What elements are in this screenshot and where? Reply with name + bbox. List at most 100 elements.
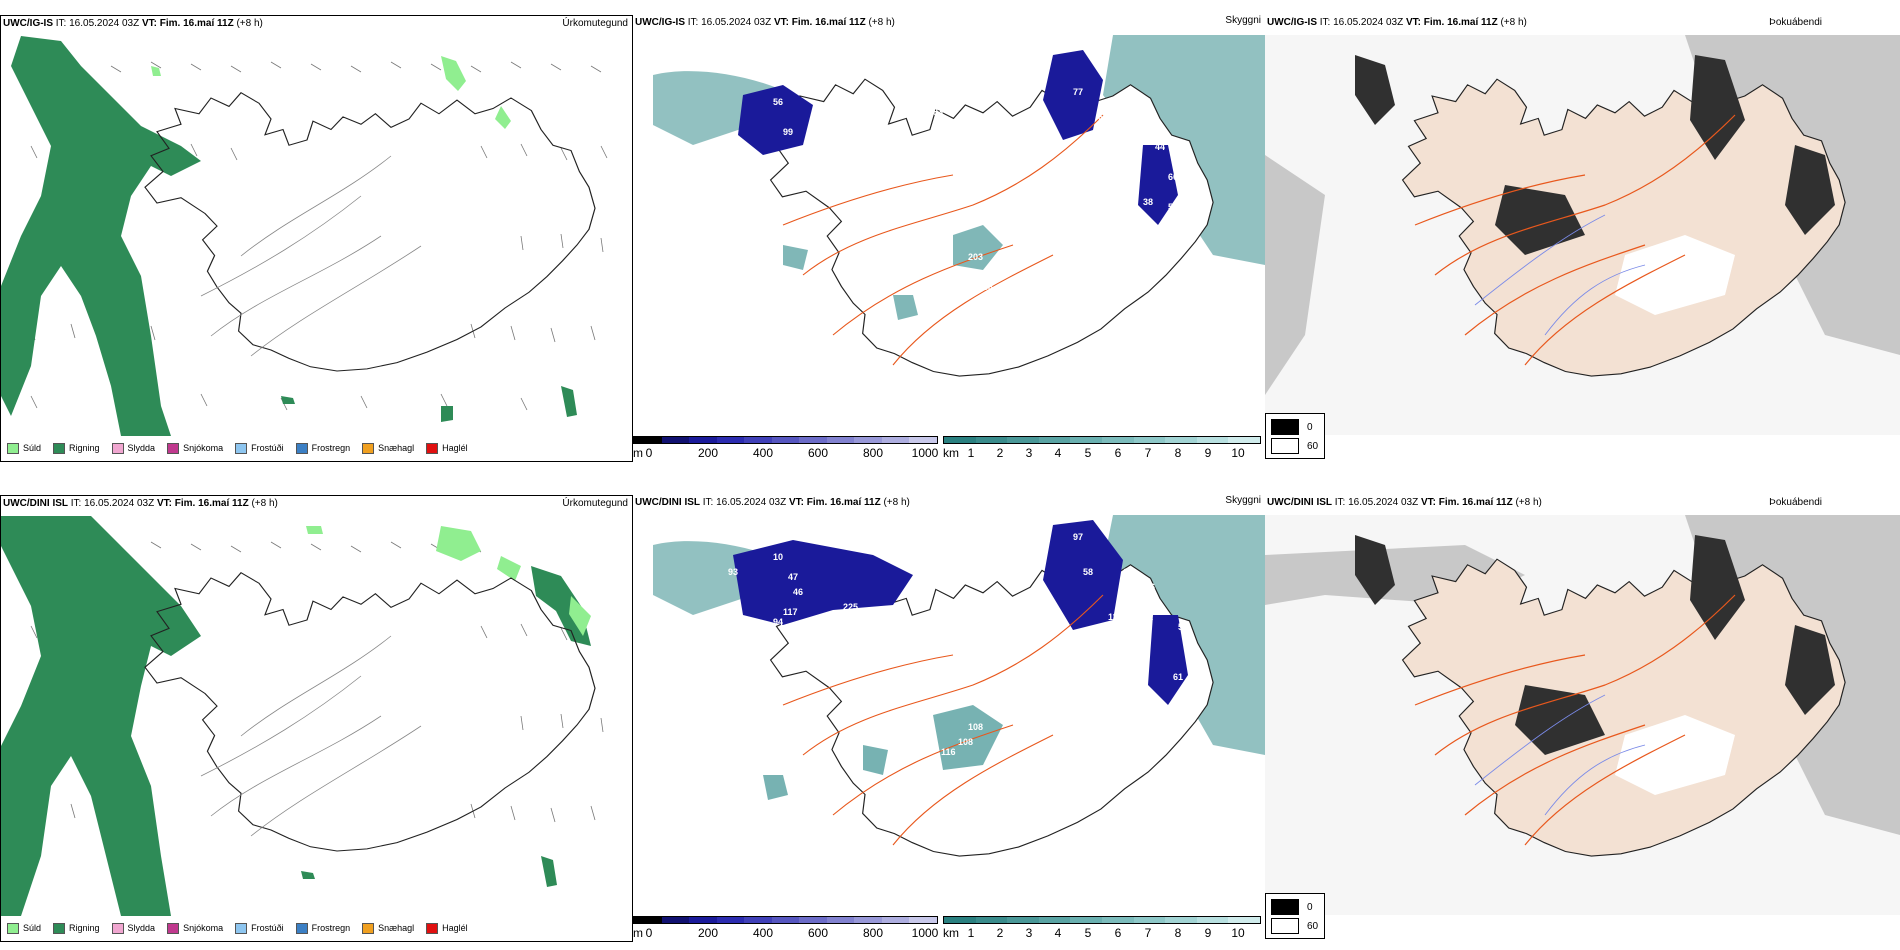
svg-text:53: 53 [1178, 622, 1188, 632]
precip-title-row1: Úrkomutegund [562, 18, 628, 29]
svg-text:110: 110 [1108, 612, 1123, 622]
fog-legend-row1: 0 60 [1265, 413, 1325, 459]
cloud-panel-row1: UWC/IG-IS IT: 16.05.2024 03Z VT: Fim. 16… [633, 15, 1265, 462]
legend-item: Súld [7, 922, 41, 934]
cloud-header-row1: UWC/IG-IS IT: 16.05.2024 03Z VT: Fim. 16… [635, 17, 895, 28]
fog-header-row2: UWC/DINI ISL IT: 16.05.2024 03Z VT: Fim.… [1267, 497, 1542, 508]
svg-text:44: 44 [1151, 602, 1161, 612]
svg-text:60: 60 [1168, 172, 1178, 182]
cloud-title-row1: Skyggni [1225, 15, 1261, 26]
svg-text:97: 97 [1073, 532, 1083, 542]
legend-item: Snæhagl [362, 442, 414, 454]
cloud-labels-row2: 97 10 47 46 93 225 109 10 49 56 94 117 5… [723, 532, 1188, 897]
svg-text:46: 46 [793, 587, 803, 597]
svg-text:227: 227 [1018, 727, 1033, 737]
rain-area-west [1, 36, 201, 436]
precip-panel-row2: UWC/DINI ISL IT: 16.05.2024 03Z VT: Fim.… [0, 495, 633, 942]
svg-text:50: 50 [1168, 202, 1178, 212]
svg-text:99: 99 [773, 157, 783, 167]
svg-text:96: 96 [803, 357, 813, 367]
legend-item: Frostregn [295, 442, 350, 454]
svg-text:166: 166 [983, 687, 998, 697]
fog-title-row1: Þokuábendi [1769, 17, 1822, 28]
svg-text:49: 49 [723, 637, 733, 647]
svg-text:47: 47 [788, 572, 798, 582]
svg-text:63: 63 [1123, 567, 1133, 577]
svg-text:145: 145 [1103, 152, 1118, 162]
fog-panel-row2: UWC/DINI ISL IT: 16.05.2024 03Z VT: Fim.… [1265, 495, 1900, 942]
svg-text:55: 55 [1128, 122, 1138, 132]
svg-text:77: 77 [1073, 87, 1083, 97]
fog-title-row2: Þokuábendi [1769, 497, 1822, 508]
visibility-scale-row2: km 1 2 3 4 5 6 7 8 9 10 [943, 916, 1265, 942]
legend-item: Slydda [111, 922, 155, 934]
legend-item: Snæhagl [362, 922, 414, 934]
cloud-title-row2: Skyggni [1225, 495, 1261, 506]
svg-text:56: 56 [773, 97, 783, 107]
svg-text:66: 66 [1145, 582, 1155, 592]
cloud-map-row1: 56 99 99 73 40 66 83 60 55 145 44 60 51 … [653, 35, 1265, 407]
legend-item: Haglél [426, 922, 468, 934]
svg-text:12: 12 [933, 252, 943, 262]
fog-map-row1 [1265, 35, 1900, 435]
cloudbase-colorbar [633, 436, 938, 444]
svg-text:10: 10 [773, 552, 783, 562]
legend-item: Súld [7, 442, 41, 454]
svg-text:60: 60 [1098, 112, 1108, 122]
svg-text:56: 56 [743, 632, 753, 642]
legend-item: Haglél [426, 442, 468, 454]
legend-item: Snjókoma [167, 922, 223, 934]
cloud-header-row2: UWC/DINI ISL IT: 16.05.2024 03Z VT: Fim.… [635, 497, 910, 508]
svg-text:109: 109 [903, 587, 918, 597]
legend-item: Rigning [53, 442, 100, 454]
cloud-labels-row1: 56 99 99 73 40 66 83 60 55 145 44 60 51 … [703, 87, 1198, 407]
svg-text:54: 54 [1128, 582, 1138, 592]
svg-text:99: 99 [783, 127, 793, 137]
svg-text:40: 40 [733, 247, 743, 257]
svg-text:94: 94 [773, 617, 783, 627]
svg-text:10: 10 [913, 602, 923, 612]
precip-header-row2: UWC/DINI ISL IT: 16.05.2024 03Z VT: Fim.… [3, 498, 278, 509]
cloud-map-row2: 97 10 47 46 93 225 109 10 49 56 94 117 5… [653, 515, 1265, 897]
precip-title-row2: Úrkomutegund [562, 498, 628, 509]
fog-panel-row1: UWC/IG-IS IT: 16.05.2024 03Z VT: Fim. 16… [1265, 15, 1900, 462]
fog-header-row1: UWC/IG-IS IT: 16.05.2024 03Z VT: Fim. 16… [1267, 17, 1527, 28]
svg-text:83: 83 [933, 107, 943, 117]
visibility-colorbar [943, 436, 1261, 444]
svg-text:38: 38 [1143, 197, 1153, 207]
svg-text:117: 117 [783, 607, 798, 617]
svg-text:116: 116 [941, 747, 956, 757]
precip-legend-row2: Súld Rigning Slydda Snjókoma Frostúði Fr… [1, 919, 632, 937]
svg-text:51: 51 [1143, 612, 1153, 622]
legend-item: Frostúði [235, 442, 284, 454]
legend-item: Frostúði [235, 922, 284, 934]
fog-map-row2 [1265, 515, 1900, 915]
svg-text:108: 108 [958, 737, 973, 747]
legend-item: Frostregn [295, 922, 350, 934]
fog-legend-row2: 0 60 [1265, 893, 1325, 939]
svg-text:58: 58 [1083, 567, 1093, 577]
legend-item: Slydda [111, 442, 155, 454]
precip-map-row1 [1, 36, 608, 436]
precip-panel-row1: UWC/IG-IS IT: 16.05.2024 03Z VT: Fim. 16… [0, 15, 633, 462]
svg-text:44: 44 [1155, 142, 1165, 152]
precip-header-row1: UWC/IG-IS IT: 16.05.2024 03Z VT: Fim. 16… [3, 18, 263, 29]
svg-text:51: 51 [1188, 172, 1198, 182]
precip-map-row2 [1, 516, 604, 916]
svg-text:66: 66 [758, 247, 768, 257]
precip-legend-row1: Súld Rigning Slydda Snjókoma Frostúði Fr… [1, 439, 632, 457]
svg-text:44: 44 [923, 397, 933, 407]
svg-text:203: 203 [968, 252, 983, 262]
svg-text:73: 73 [703, 182, 713, 192]
svg-text:88: 88 [983, 282, 993, 292]
svg-text:225: 225 [843, 602, 858, 612]
legend-item: Rigning [53, 922, 100, 934]
svg-text:61: 61 [1173, 672, 1183, 682]
cloudbase-scale-row1: m 0 200 400 600 800 1000 [633, 436, 943, 462]
cloud-panel-row2: UWC/DINI ISL IT: 16.05.2024 03Z VT: Fim.… [633, 495, 1265, 942]
svg-text:93: 93 [728, 567, 738, 577]
visibility-scale-row1: km 1 2 3 4 5 6 7 8 9 10 [943, 436, 1265, 462]
svg-text:10: 10 [933, 887, 943, 897]
legend-item: Snjókoma [167, 442, 223, 454]
cloudbase-scale-row2: m 0 200 400 600 800 1000 [633, 916, 943, 942]
